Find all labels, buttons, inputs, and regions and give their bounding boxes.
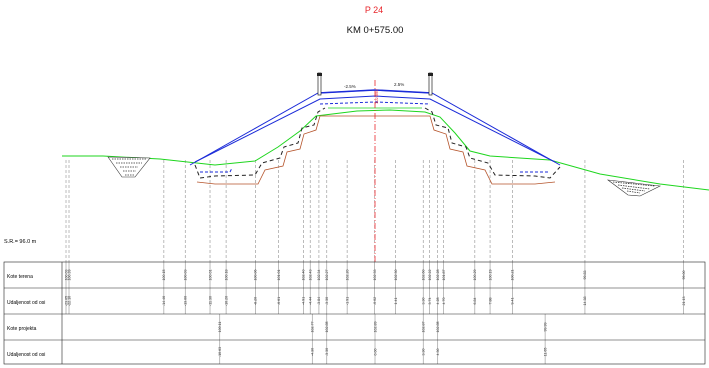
row-label-terrain-elevation: Kote terena [7,274,33,280]
table-values: 100.03 -23.05 100.39 -22.10 100.15 -14.46 100.… [64,270,685,358]
terrain-elevation-value: 100.03 [184,270,188,281]
data-table: Kote terena Udaljenost od osi Kote proje… [3,261,706,365]
terrain-distance-value: 4.28 [436,298,440,305]
terrain-elevation-value: 100.15 [162,270,166,281]
project-elevation-value: 102.77 [311,322,315,333]
terrain-elevation-value: 102.30 [394,270,398,281]
project-distance-value: 4.30 [436,349,440,356]
terrain-distance-value: -11.30 [208,296,212,306]
terrain-elevation-value: 100.21 [511,270,515,281]
terrain-distance-value: 7.88 [488,298,492,305]
project-distance-value: -4.30 [311,348,315,356]
terrain-distance-value: 9.41 [511,298,515,305]
terrain-elevation-value: 100.19 [488,270,492,281]
project-elevation-value: 102.87 [421,322,425,333]
terrain-elevation-value: 102.20 [345,270,349,281]
terrain-elevation-value: 102.40 [302,270,306,281]
terrain-distance-value: 1.41 [394,298,398,305]
terrain-distance-value: -4.44 [308,297,312,305]
project-elevation-value: 102.85 [436,322,440,333]
terrain-distance-value: -22.10 [67,296,71,306]
project-distance-value: 0.00 [373,349,377,356]
terrain-distance-value: 4.70 [442,298,446,305]
terrain-distance-value: -23.05 [64,296,68,306]
excavation-benches-right [424,107,561,179]
row-label-project-distance: Udaljenost od osi [7,352,45,358]
terrain-distance-value: 3.30 [421,298,425,305]
pavement-surface [317,89,433,94]
terrain-elevation-value: 100.01 [208,270,212,281]
bench-base-line [196,115,556,185]
terrain-distance-value: -3.84 [317,297,321,305]
scale-reference: S.R.= 96.0 m [4,239,37,245]
terrain-distance-value: -3.30 [325,297,329,305]
station-lines [65,160,684,364]
terrain-elevation-value: 100.06 [254,270,258,281]
terrain-elevation-value: 102.43 [308,270,312,281]
chainage-title: KM 0+575.00 [346,25,404,36]
terrain-elevation-value: 101.87 [442,270,446,281]
terrain-distance-value: -4.91 [302,297,306,305]
terrain-elevation-value: 102.22 [428,270,432,281]
terrain-elevation-value: 99.83 [583,271,587,280]
project-distance-value: 3.30 [421,349,425,356]
terrain-distance-value: -14.46 [162,296,166,306]
terrain-elevation-value: 100.03 [64,270,68,281]
project-distance-value: -3.30 [325,348,329,356]
left-drainage-ditch [107,156,151,178]
slope-left-label: -2.5% [344,84,356,89]
terrain-distance-value: -1.91 [345,297,349,305]
project-elevation-value: 102.85 [325,322,329,333]
project-elevation-value: 102.89 [373,322,377,333]
terrain-elevation-value: 102.34 [317,270,321,281]
project-distance-value: 11.65 [543,348,547,357]
terrain-distance-value: 6.84 [473,298,477,305]
terrain-elevation-value: 102.28 [436,270,440,281]
slope-right-label: 2.5% [394,82,404,87]
terrain-distance-value: -6.61 [277,297,281,305]
terrain-distance-value: -0.02 [373,297,377,305]
terrain-distance-value: 14.38 [583,297,587,306]
terrain-distance-value: -13.00 [184,296,188,306]
project-elevation-value: 100.11 [218,322,222,333]
excavation-benches-left [194,107,326,179]
terrain-distance-value: -8.20 [254,297,258,305]
row-label-project-elevation: Kote projekta [7,326,37,332]
terrain-elevation-value: 100.39 [67,270,71,281]
terrain-elevation-value: 102.27 [325,270,329,281]
terrain-line [62,109,709,191]
terrain-elevation-value: 100.18 [224,270,228,281]
terrain-elevation-value: 101.01 [277,270,281,281]
right-drainage-ditch [606,179,662,197]
terrain-distance-value: 21.13 [682,297,686,306]
profile-number: P 24 [364,5,384,15]
right-guard-post [428,72,433,96]
project-elevation-value: 99.99 [543,323,547,332]
terrain-elevation-value: 102.33 [373,270,377,281]
terrain-elevation-value: 99.00 [682,271,686,280]
left-guard-post [317,72,322,96]
project-distance-value: -10.63 [218,347,222,357]
terrain-elevation-value: 100.29 [473,270,477,281]
terrain-elevation-value: 102.60 [421,270,425,281]
row-label-terrain-distance: Udaljenost od osi [7,300,45,306]
terrain-distance-value: 3.74 [428,298,432,305]
terrain-distance-value: -10.20 [224,296,228,306]
axis-elevation-label: 102.890 [374,89,379,104]
